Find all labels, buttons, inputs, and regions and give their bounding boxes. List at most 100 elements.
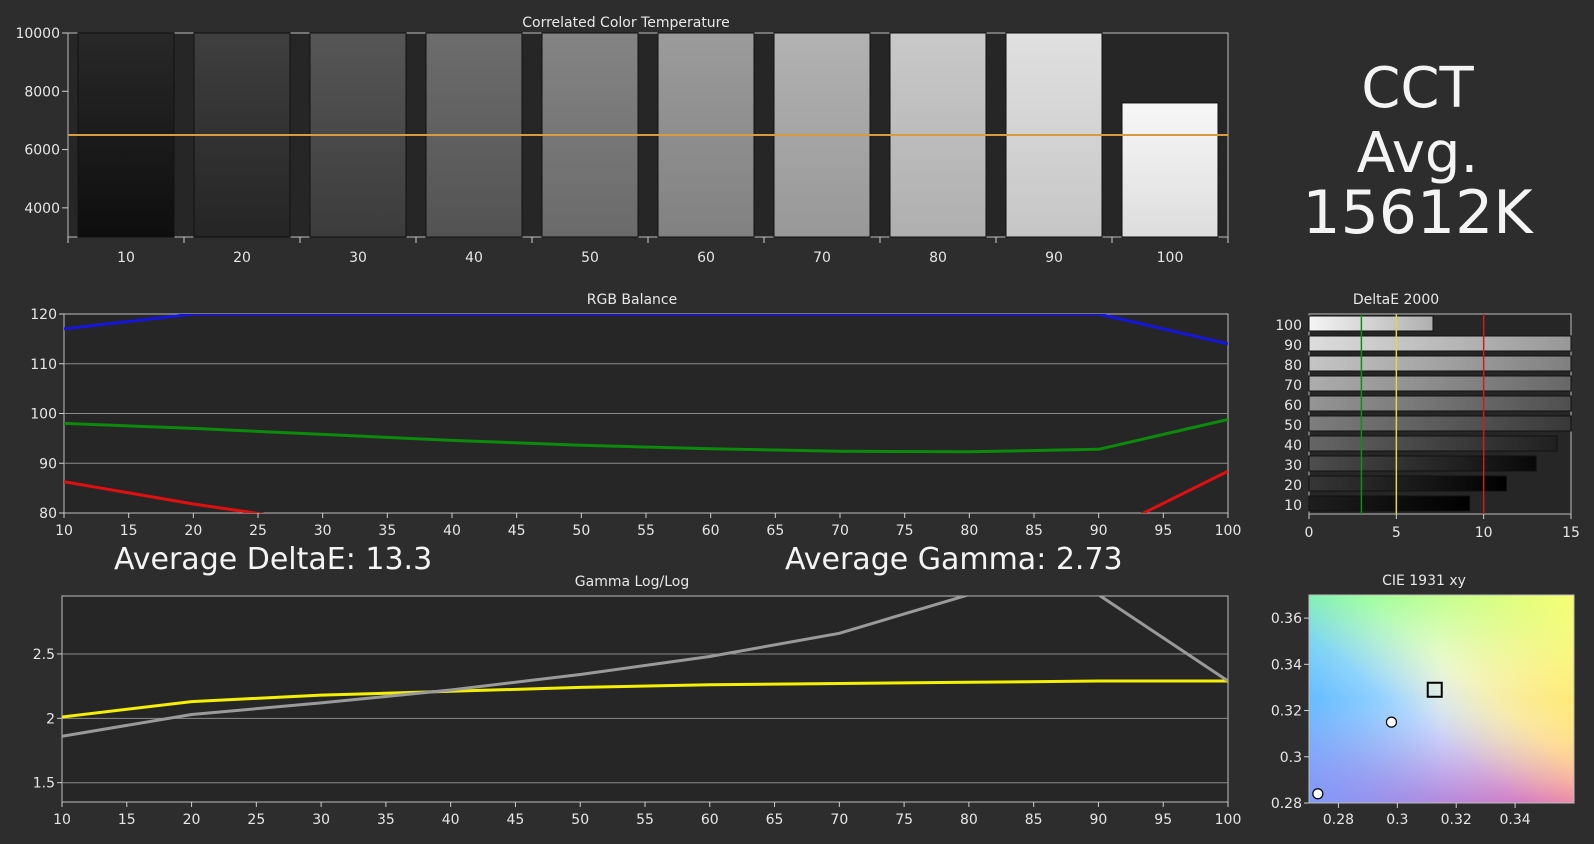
rgb-x-tick-label: 90	[1090, 523, 1108, 539]
cct-x-tick-label: 80	[929, 250, 947, 266]
gamma-x-tick-label: 20	[183, 812, 201, 828]
gamma-x-tick-label: 10	[53, 812, 71, 828]
gamma-x-tick-label: 70	[830, 812, 848, 828]
gamma-y-tick-label: 2	[46, 711, 55, 727]
deltae-bar	[1308, 475, 1507, 492]
cct-y-tick-label: 8000	[24, 84, 60, 100]
rgb-x-tick-label: 45	[508, 523, 526, 539]
cct-y-tick-label: 4000	[24, 201, 60, 217]
rgb-x-tick-label: 40	[443, 523, 461, 539]
deltae-x-tick-label: 10	[1475, 525, 1493, 541]
deltae-x-tick-label: 0	[1305, 525, 1314, 541]
cct-y-tick-label: 6000	[24, 143, 60, 159]
cie-y-tick-label: 0.36	[1271, 611, 1302, 627]
rgb-x-tick-label: 60	[702, 523, 720, 539]
deltae-bar	[1308, 395, 1572, 412]
deltae-y-tick-label: 50	[1284, 418, 1302, 434]
deltae-bar	[1308, 315, 1434, 332]
rgb-x-tick-label: 50	[572, 523, 590, 539]
deltae-y-tick-label: 80	[1284, 358, 1302, 374]
cct-x-tick-label: 50	[581, 250, 599, 266]
cct-x-tick-label: 90	[1045, 250, 1063, 266]
cie-x-tick-label: 0.28	[1323, 812, 1354, 828]
deltae-y-tick-label: 100	[1275, 318, 1302, 334]
gamma-y-tick-label: 1.5	[33, 776, 55, 792]
gamma-x-tick-label: 50	[571, 812, 589, 828]
gamma-x-tick-label: 80	[960, 812, 978, 828]
rgb-x-tick-label: 75	[896, 523, 914, 539]
deltae-x-tick-label: 5	[1392, 525, 1401, 541]
cct-x-tick-label: 40	[465, 250, 483, 266]
gamma-x-tick-label: 60	[701, 812, 719, 828]
gamma-x-tick-label: 65	[766, 812, 784, 828]
deltae-bar	[1308, 335, 1572, 352]
cct-x-tick-label: 20	[233, 250, 251, 266]
deltae-y-tick-label: 90	[1284, 338, 1302, 354]
cie-measured-point	[1385, 716, 1398, 728]
gamma-x-tick-label: 25	[247, 812, 265, 828]
rgb-x-tick-label: 30	[314, 523, 332, 539]
cie-x-tick-label: 0.3	[1386, 812, 1408, 828]
rgb-x-tick-label: 15	[120, 523, 138, 539]
deltae-y-tick-label: 70	[1284, 378, 1302, 394]
cie-measured-point	[1312, 788, 1324, 800]
rgb-y-tick-label: 120	[30, 307, 57, 323]
cie-y-tick-label: 0.28	[1271, 796, 1302, 812]
deltae-bar	[1308, 495, 1471, 512]
cie-y-tick-label: 0.32	[1271, 704, 1302, 720]
rgb-y-tick-label: 90	[39, 456, 57, 472]
gamma-x-tick-label: 95	[1154, 812, 1172, 828]
cct-y-tick-label: 10000	[15, 26, 60, 42]
cct-x-tick-label: 10	[117, 250, 135, 266]
rgb-chart-title: RGB Balance	[587, 292, 677, 308]
cct-x-tick-label: 70	[813, 250, 831, 266]
rgb-x-tick-label: 95	[1154, 523, 1172, 539]
rgb-x-tick-label: 70	[831, 523, 849, 539]
rgb-x-tick-label: 10	[55, 523, 73, 539]
deltae-chart-title: DeltaE 2000	[1353, 292, 1439, 308]
cct-avg-value: 15612K	[1302, 178, 1533, 248]
cct-avg-label: CCT Avg.	[1356, 56, 1479, 186]
rgb-x-tick-label: 25	[249, 523, 267, 539]
cct-x-tick-label: 100	[1157, 250, 1184, 266]
cie-y-tick-label: 0.3	[1280, 750, 1302, 766]
deltae-bar	[1308, 375, 1572, 392]
deltae-bar	[1308, 455, 1537, 472]
cie-plot-area	[1308, 594, 1575, 804]
deltae-x-tick-label: 15	[1562, 525, 1580, 541]
gamma-x-tick-label: 35	[377, 812, 395, 828]
cie-chart-title: CIE 1931 xy	[1382, 573, 1466, 589]
gamma-series-gamma_meas	[62, 679, 1228, 719]
gamma-chart-title: Gamma Log/Log	[575, 574, 689, 590]
gamma-x-tick-label: 90	[1090, 812, 1108, 828]
rgb-x-tick-label: 100	[1215, 523, 1242, 539]
rgb-x-tick-label: 20	[184, 523, 202, 539]
rgb-x-tick-label: 35	[378, 523, 396, 539]
cie-chart: 0.28 0.3 0.32 0.34 0.36 0.28 0.3 0.32 0.34	[1271, 611, 1531, 828]
deltae-y-tick-label: 40	[1284, 438, 1302, 454]
cie-target-square	[1426, 681, 1443, 698]
deltae-y-tick-label: 30	[1284, 458, 1302, 474]
rgb-y-tick-label: 110	[30, 357, 57, 373]
gamma-x-tick-label: 75	[895, 812, 913, 828]
cct-x-tick-label: 30	[349, 250, 367, 266]
gamma-x-tick-label: 85	[1025, 812, 1043, 828]
rgb-x-tick-label: 55	[637, 523, 655, 539]
gamma-y-tick-label: 2.5	[33, 647, 55, 663]
cct-chart: 4000 6000 8000 10000 10 20 30 40 50 60 70 80 90 100	[15, 26, 1229, 266]
deltae-bar	[1308, 355, 1572, 372]
gamma-series-gamma_ref	[62, 596, 1228, 738]
gamma-x-tick-label: 55	[636, 812, 654, 828]
cie-x-tick-label: 0.32	[1441, 812, 1472, 828]
average-gamma-text: Average Gamma: 2.73	[785, 542, 1123, 577]
rgb-y-tick-label: 80	[39, 506, 57, 522]
rgb-x-tick-label: 65	[766, 523, 784, 539]
rgb-x-tick-label: 80	[960, 523, 978, 539]
deltae-y-tick-label: 60	[1284, 398, 1302, 414]
deltae-bar	[1308, 435, 1558, 452]
cct-bar	[1121, 102, 1219, 238]
rgb-chart: 80 90 100 110 120 10 15 20 25 30 35 40 45 50 55 60 65 70 7…	[30, 307, 1241, 539]
gamma-x-tick-label: 40	[442, 812, 460, 828]
